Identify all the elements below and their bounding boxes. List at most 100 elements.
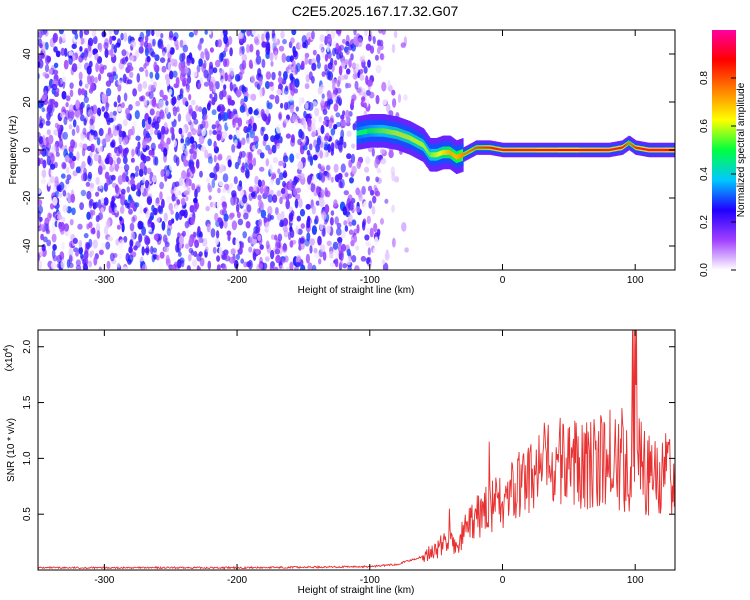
noise-blob bbox=[380, 53, 385, 61]
noise-blob bbox=[223, 249, 229, 256]
noise-blob bbox=[280, 102, 284, 109]
noise-blob bbox=[98, 73, 102, 82]
noise-blob bbox=[265, 31, 270, 42]
noise-blob bbox=[155, 30, 161, 38]
noise-blob bbox=[207, 163, 213, 171]
noise-blob bbox=[236, 141, 242, 149]
noise-blob bbox=[166, 43, 171, 53]
spectrogram-x-tick-label: -200 bbox=[227, 275, 247, 286]
noise-blob bbox=[330, 30, 336, 40]
noise-blob bbox=[367, 185, 373, 192]
noise-blob bbox=[70, 193, 76, 203]
noise-blob bbox=[266, 42, 271, 53]
noise-blob bbox=[219, 209, 225, 216]
noise-blob bbox=[69, 110, 75, 118]
noise-blob bbox=[185, 113, 191, 123]
noise-blob bbox=[69, 159, 75, 170]
signal-segment bbox=[491, 147, 494, 150]
noise-blob bbox=[38, 30, 43, 39]
noise-blob bbox=[274, 50, 278, 61]
noise-blob bbox=[83, 250, 89, 260]
noise-blob bbox=[160, 169, 165, 178]
noise-blob bbox=[340, 230, 346, 239]
noise-blob bbox=[95, 62, 99, 73]
noise-blob bbox=[114, 207, 119, 214]
noise-blob bbox=[199, 38, 204, 45]
noise-blob bbox=[250, 93, 257, 101]
snr-scale-base: (x10 bbox=[4, 351, 15, 371]
noise-blob bbox=[361, 185, 366, 195]
noise-blob bbox=[106, 260, 111, 270]
noise-blob bbox=[300, 223, 305, 229]
noise-blob bbox=[290, 138, 296, 147]
signal-segment bbox=[661, 148, 663, 152]
noise-blob bbox=[177, 113, 182, 122]
noise-blob bbox=[248, 59, 253, 69]
noise-blob bbox=[119, 239, 125, 245]
noise-blob bbox=[123, 164, 130, 172]
noise-blob bbox=[144, 179, 149, 189]
noise-blob bbox=[242, 231, 247, 239]
noise-blob bbox=[204, 30, 208, 35]
noise-blob bbox=[269, 164, 273, 174]
noise-blob bbox=[273, 266, 279, 270]
noise-blob bbox=[226, 119, 232, 128]
noise-blob bbox=[380, 157, 387, 165]
noise-blob bbox=[139, 204, 143, 215]
noise-blob bbox=[196, 64, 201, 73]
noise-blob bbox=[234, 139, 238, 147]
noise-blob bbox=[208, 185, 213, 193]
noise-blob bbox=[168, 88, 173, 95]
noise-blob bbox=[350, 53, 354, 61]
signal-segment bbox=[534, 148, 537, 152]
signal-segment bbox=[576, 148, 579, 152]
noise-blob bbox=[64, 155, 70, 163]
noise-blob bbox=[92, 49, 96, 56]
noise-blob bbox=[322, 108, 328, 115]
noise-blob bbox=[282, 155, 289, 163]
noise-blob bbox=[105, 132, 111, 143]
noise-blob bbox=[320, 189, 325, 199]
noise-blob bbox=[275, 207, 279, 215]
noise-blob bbox=[52, 32, 59, 43]
signal-segment bbox=[609, 148, 611, 151]
noise-blob bbox=[126, 186, 130, 193]
signal-segment bbox=[504, 148, 507, 152]
noise-blob bbox=[351, 182, 357, 189]
noise-blob bbox=[311, 205, 316, 215]
noise-blob bbox=[240, 98, 245, 107]
noise-blob bbox=[193, 150, 197, 160]
noise-blob bbox=[173, 261, 179, 268]
noise-blob bbox=[53, 46, 58, 53]
signal-segment bbox=[631, 143, 633, 146]
noise-blob bbox=[295, 152, 301, 159]
signal-segment bbox=[645, 148, 647, 151]
signal-segment bbox=[429, 151, 431, 157]
noise-blob bbox=[139, 67, 144, 72]
signal-segment bbox=[367, 128, 369, 134]
signal-segment bbox=[630, 142, 632, 146]
signal-segment bbox=[618, 147, 620, 150]
noise-blob bbox=[214, 212, 219, 222]
noise-blob bbox=[103, 182, 108, 192]
noise-blob bbox=[255, 55, 262, 65]
noise-blob bbox=[104, 48, 109, 58]
noise-blob bbox=[76, 125, 80, 134]
signal-segment bbox=[458, 154, 460, 159]
noise-blob bbox=[100, 207, 104, 214]
noise-blob bbox=[122, 119, 128, 127]
signal-segment bbox=[553, 148, 556, 152]
noise-blob bbox=[79, 46, 83, 52]
noise-blob bbox=[343, 141, 347, 149]
noise-blob bbox=[152, 38, 156, 47]
noise-blob bbox=[78, 240, 83, 248]
noise-blob bbox=[240, 165, 246, 173]
noise-blob bbox=[38, 157, 41, 167]
noise-blob bbox=[63, 116, 68, 126]
signal-segment bbox=[642, 147, 644, 150]
noise-blob bbox=[363, 66, 368, 74]
noise-blob bbox=[65, 95, 71, 102]
noise-blob bbox=[226, 230, 232, 236]
noise-blob bbox=[219, 31, 224, 41]
signal-segment bbox=[473, 147, 476, 150]
